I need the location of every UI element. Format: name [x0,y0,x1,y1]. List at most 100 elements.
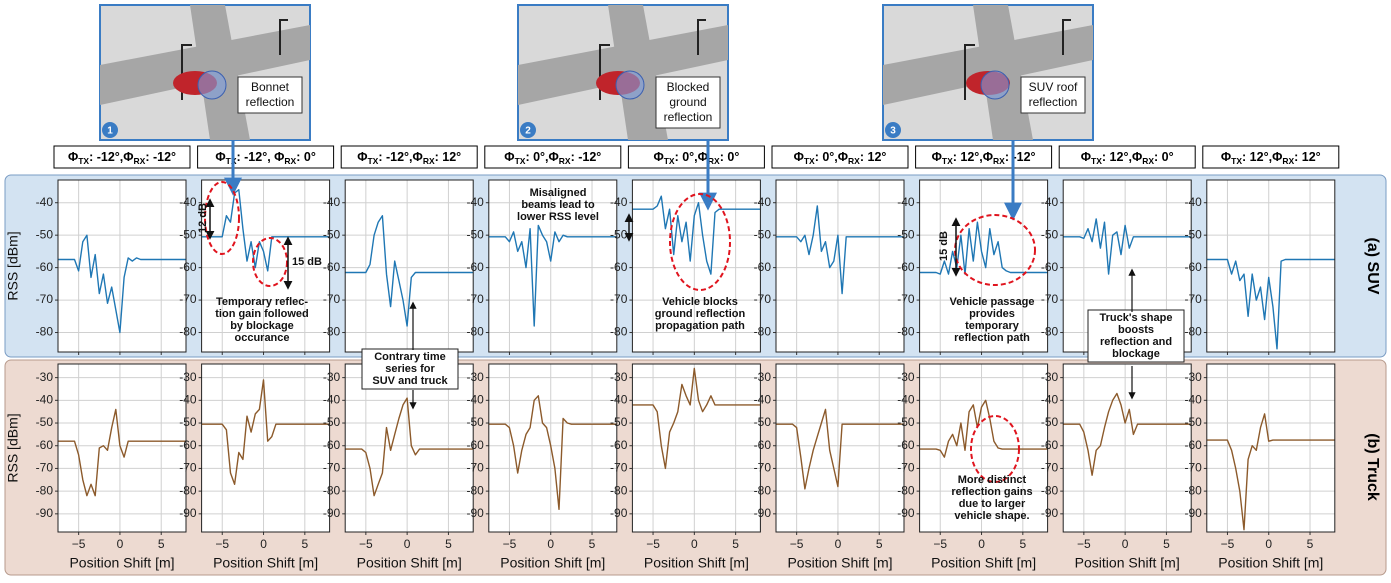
y-tick-label: -80 [36,483,54,497]
y-tick-label: -60 [179,438,197,452]
annotation-text: Misaligned [530,187,587,199]
y-tick-label: -50 [1184,415,1202,429]
plot-area [489,364,617,532]
annotation-text: ground reflection [655,308,746,320]
y-tick-label: -70 [36,292,54,306]
y-tick-label: -40 [323,392,341,406]
plot-area [1063,364,1191,532]
figure: (a) SUV (b) Truck 1Bonnetreflection2Bloc… [0,0,1391,578]
annotation-text: More distinct [958,474,1027,486]
header-text: Φ [794,150,804,164]
y-tick-label: -70 [754,461,772,475]
header-subscript: TX [942,156,953,166]
header-text: : 0°, [525,150,548,164]
x-tick-label: −5 [72,537,86,551]
annotation-text: Vehicle blocks [662,296,738,308]
y-tick-label: -70 [610,292,628,306]
header-subscript: RX [1282,156,1294,166]
y-tick-label: -60 [323,260,341,274]
y-tick-label: -70 [179,292,197,306]
x-tick-label: 5 [301,537,308,551]
header-subscript: RX [423,156,435,166]
callout-text: reflection [246,95,295,109]
y-tick-label: -70 [36,461,54,475]
y-tick-label: -40 [466,195,484,209]
y-tick-label: -80 [1184,325,1202,339]
x-tick-label: 5 [732,537,739,551]
y-tick-label: -30 [323,370,341,384]
y-tick-label: -90 [36,506,54,520]
level-label: 15 dB [938,231,950,261]
x-tick-label: 0 [835,537,842,551]
header-text: Φ [1132,150,1142,164]
x-tick-label: −5 [1077,537,1091,551]
header-text: : 0° [1154,150,1174,164]
row-label: (a) SUV [1364,238,1381,295]
y-tick-label: -70 [179,461,197,475]
y-tick-label: -60 [1184,438,1202,452]
x-tick-label: −5 [503,537,517,551]
scene: 2Blockedgroundreflection [518,5,728,140]
annotation-text: provides [969,308,1015,320]
y-tick-label: -40 [1041,392,1059,406]
y-tick-label: -60 [754,260,772,274]
x-tick-label: 5 [158,537,165,551]
callout-text: reflection [664,110,713,124]
header-subscript: TX [664,156,675,166]
y-axis-label: RSS [dBm] [5,413,21,482]
y-tick-label: -70 [1184,461,1202,475]
y-tick-label: -70 [1041,292,1059,306]
annotation-text: by blockage [230,320,294,332]
header-subscript: TX [1091,156,1102,166]
y-tick-label: -50 [323,415,341,429]
header-text: Φ [1272,150,1282,164]
x-tick-label: 0 [404,537,411,551]
plot-area [1207,180,1335,352]
header-text: : 0° [296,150,316,164]
header-text: Φ [413,150,423,164]
y-tick-label: -60 [1041,438,1059,452]
y-tick-label: -30 [754,370,772,384]
annotation-text: Contrary time [374,351,446,363]
y-tick-label: -30 [1184,370,1202,384]
header-text: Φ [983,150,993,164]
header-subscript: RX [848,156,860,166]
y-tick-label: -40 [1184,392,1202,406]
header-text: Φ [1081,150,1091,164]
x-tick-label: 5 [1019,537,1026,551]
y-tick-label: -80 [179,483,197,497]
y-tick-label: -50 [897,415,915,429]
header-subscript: RX [993,156,1005,166]
y-tick-label: -80 [610,483,628,497]
y-tick-label: -70 [466,292,484,306]
x-tick-label: −5 [646,537,660,551]
y-tick-label: -30 [466,370,484,384]
x-axis-label: Position Shift [m] [1075,555,1180,571]
y-tick-label: -40 [179,195,197,209]
y-tick-label: -40 [610,392,628,406]
y-tick-label: -90 [323,506,341,520]
header-text: : 0° [720,150,740,164]
y-tick-label: -80 [466,483,484,497]
annotation-text: Truck's shape [1100,312,1173,324]
header-text: : 12° [1294,150,1321,164]
y-tick-label: -70 [897,461,915,475]
y-tick-label: -50 [610,415,628,429]
y-tick-label: -80 [754,325,772,339]
x-axis-label: Position Shift [m] [787,555,892,571]
header-text: : -12°, [237,150,275,164]
y-tick-label: -60 [897,438,915,452]
header-text: : -12° [571,150,602,164]
y-tick-label: -60 [36,438,54,452]
x-tick-label: −5 [933,537,947,551]
callout-text: reflection [1029,95,1078,109]
annotation-text: propagation path [655,320,745,332]
header-text: : 12°, [1242,150,1272,164]
x-tick-label: 0 [1122,537,1129,551]
header-text: : -12°, [378,150,412,164]
header-subscript: TX [367,156,378,166]
y-tick-label: -70 [1184,292,1202,306]
callout-text: Blocked [667,80,710,94]
y-tick-label: -70 [323,461,341,475]
